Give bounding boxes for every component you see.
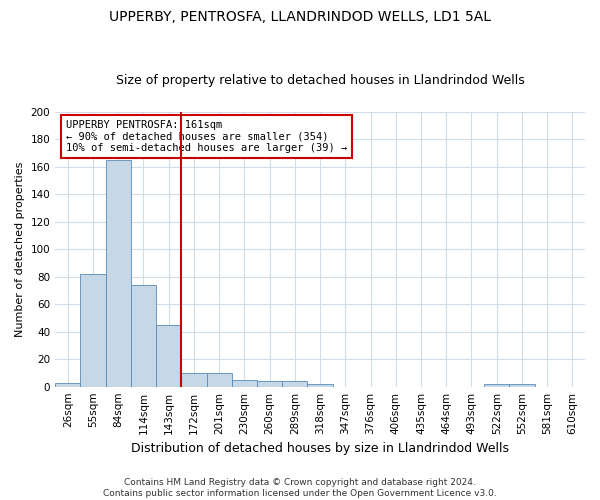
Text: Contains HM Land Registry data © Crown copyright and database right 2024.
Contai: Contains HM Land Registry data © Crown c… <box>103 478 497 498</box>
Bar <box>181 373 206 386</box>
X-axis label: Distribution of detached houses by size in Llandrindod Wells: Distribution of detached houses by size … <box>131 442 509 455</box>
Bar <box>232 380 257 386</box>
Bar <box>206 373 232 386</box>
Bar <box>484 384 509 386</box>
Title: Size of property relative to detached houses in Llandrindod Wells: Size of property relative to detached ho… <box>116 74 524 87</box>
Bar <box>55 382 80 386</box>
Bar <box>106 160 131 386</box>
Text: UPPERBY, PENTROSFA, LLANDRINDOD WELLS, LD1 5AL: UPPERBY, PENTROSFA, LLANDRINDOD WELLS, L… <box>109 10 491 24</box>
Bar <box>307 384 332 386</box>
Bar <box>131 285 156 386</box>
Bar <box>257 381 282 386</box>
Bar <box>282 381 307 386</box>
Bar <box>156 325 181 386</box>
Bar <box>80 274 106 386</box>
Text: UPPERBY PENTROSFA: 161sqm
← 90% of detached houses are smaller (354)
10% of semi: UPPERBY PENTROSFA: 161sqm ← 90% of detac… <box>66 120 347 153</box>
Bar <box>509 384 535 386</box>
Y-axis label: Number of detached properties: Number of detached properties <box>15 162 25 337</box>
